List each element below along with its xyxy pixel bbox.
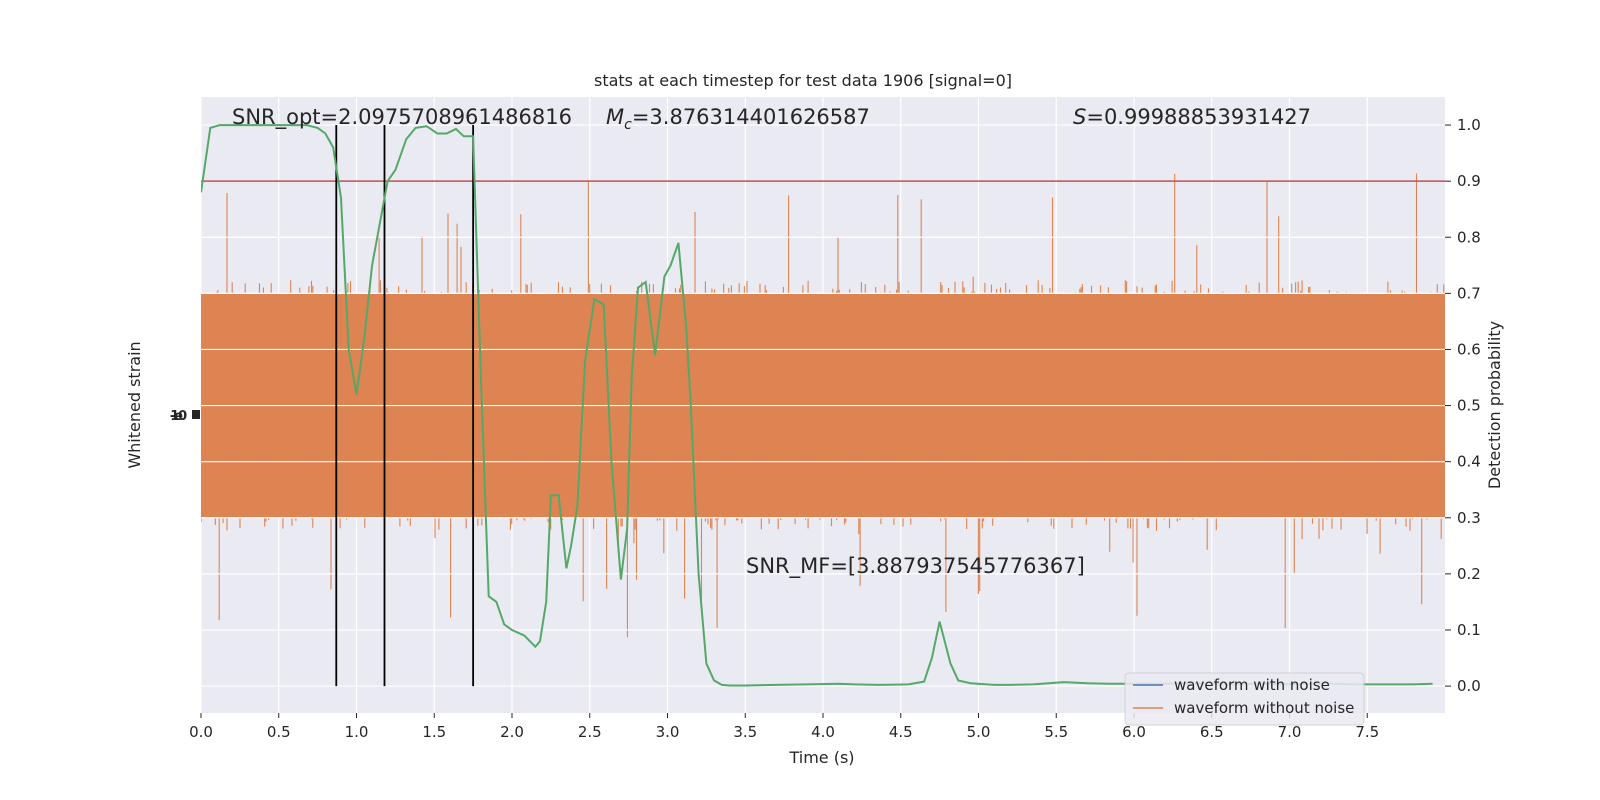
annotation-s-value: =0.99988853931427 [1086,105,1311,129]
y-tick-label: 0.7 [1457,284,1481,302]
y-tick-label: 0.8 [1457,228,1481,246]
x-axis-label: Time (s) [788,748,854,767]
x-tick-label: 6.5 [1200,723,1224,741]
series-detection-probability [201,124,1433,687]
annotation-s-symbol: S [1073,105,1086,129]
x-tick-label: 7.5 [1355,723,1379,741]
annotation-snr-mf: SNR_MF=[3.8879375457763​67] [746,554,1085,579]
noise-trace [201,173,1445,638]
y-tick-label: 0.0 [1457,677,1481,695]
y-axis-left-tick-mark [192,410,200,419]
grid-overlay [201,124,1445,687]
y-tick-label: 1.0 [1457,116,1481,134]
annotation-mc-value: =3.876314401626587 [632,105,870,129]
x-tick-label: 5.5 [1044,723,1068,741]
annotation-s: S=0.99988853931427 [1073,105,1311,129]
annotation-mc: Mc=3.876314401626587 [606,105,870,133]
x-tick-label: 2.5 [578,723,602,741]
legend-label-without-noise: waveform without noise [1174,699,1354,717]
y-tick-label: 0.2 [1457,565,1481,583]
y-tick-label: 0.3 [1457,509,1481,527]
x-tick-label: 6.0 [1122,723,1146,741]
noise-spikes [201,173,1445,638]
legend: waveform with noise waveform without noi… [1124,672,1365,726]
annotation-snr-opt: SNR_opt=2.0975708961486816 [232,105,572,130]
x-tick-label: 3.0 [656,723,680,741]
chart-title: stats at each timestep for test data 190… [594,71,1012,90]
x-tick-label: 4.0 [811,723,835,741]
y-tick-label: 0.9 [1457,172,1481,190]
legend-box [1124,672,1365,726]
y-tick-label: 0.5 [1457,397,1481,415]
y-tick-label: 0.1 [1457,621,1481,639]
y-axis-right-ticks: 0.0 0.1 0.2 0.3 0.4 0.5 0.6 0.7 0.8 0.9 1.0 [1445,116,1481,695]
x-tick-label: 4.5 [889,723,913,741]
x-tick-label: 7.0 [1278,723,1302,741]
annotation-mc-sub: c [624,117,632,133]
x-tick-label: 0.5 [267,723,291,741]
x-tick-label: 2.0 [500,723,524,741]
annotation-mc-symbol: M [606,105,624,129]
y-axis-right-label: Detection probability [1485,321,1504,489]
x-axis-ticks: 0.0 0.5 1.0 1.5 2.0 2.5 3.0 3.5 4.0 4.5 5.0 5.5 6.0 6… [189,713,1379,741]
x-tick-label: 3.5 [733,723,757,741]
plot-content [201,124,1445,687]
x-tick-label: 0.0 [189,723,213,741]
y-tick-label: 0.4 [1457,453,1481,471]
y-axis-left-label: Whitened strain [125,341,144,468]
y-axis-left-tick-overlap: -1e0 [170,409,187,424]
x-tick-label: 1.0 [345,723,369,741]
legend-label-noise: waveform with noise [1174,676,1330,694]
vertical-markers [335,125,475,687]
x-tick-label: 1.5 [422,723,446,741]
x-tick-label: 5.0 [967,723,991,741]
y-tick-label: 0.6 [1457,340,1481,358]
